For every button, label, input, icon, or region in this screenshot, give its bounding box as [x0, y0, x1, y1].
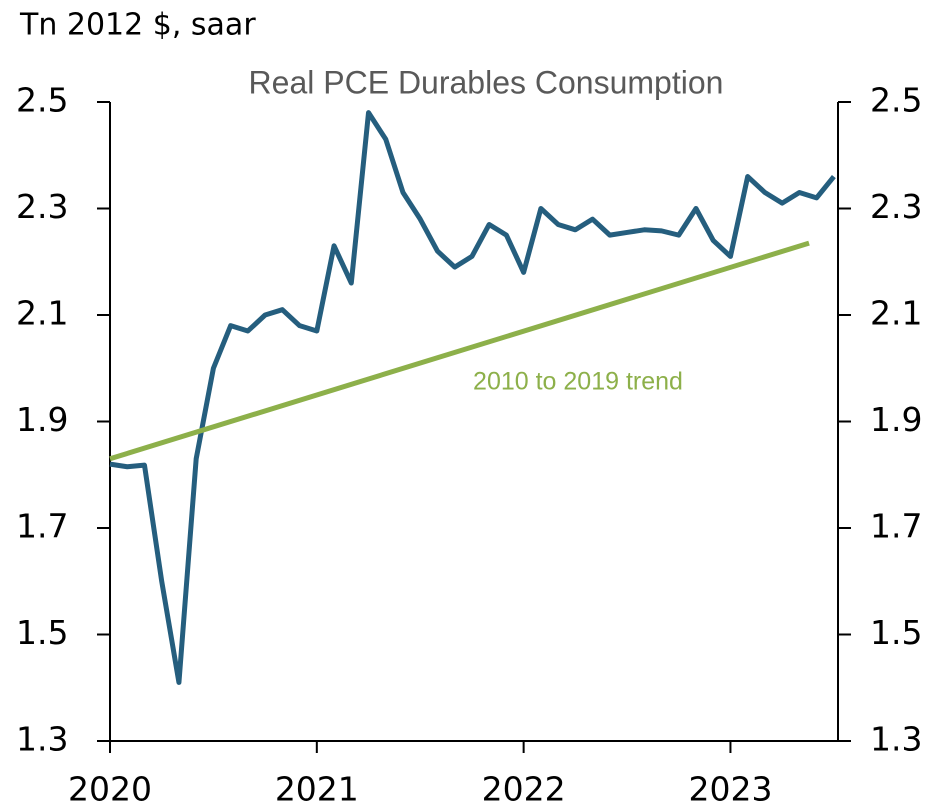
y-tick-label: 2.1: [16, 294, 68, 333]
y-tick-label: 2.3: [16, 187, 68, 226]
y2-tick-label: 2.1: [870, 294, 922, 333]
x-tick-label: 2023: [688, 770, 772, 809]
y-tick-label: 1.7: [16, 507, 68, 546]
x-tick-label: 2021: [275, 770, 359, 809]
line-series: [109, 110, 836, 685]
y-tick-label: 1.5: [16, 613, 68, 652]
y-tick-label: 2.5: [16, 81, 68, 120]
y2-tick-label: 1.9: [870, 400, 922, 439]
chart-title: Real PCE Durables Consumption: [249, 64, 724, 100]
y-tick-label: 1.9: [16, 400, 68, 439]
y2-tick-label: 1.5: [870, 613, 922, 652]
y2-tick-label: 1.3: [870, 720, 922, 759]
y-tick-label: 1.3: [16, 720, 68, 759]
y-axis-label: Tn 2012 $, saar: [19, 8, 256, 43]
y2-tick-label: 2.3: [870, 187, 922, 226]
y2-tick-label: 2.5: [870, 81, 922, 120]
x-tick-label: 2020: [68, 770, 152, 809]
y2-tick-label: 1.7: [870, 507, 922, 546]
x-tick-label: 2022: [482, 770, 566, 809]
annotation: 2010 to 2019 trend: [473, 368, 683, 396]
line-series: [109, 240, 810, 462]
